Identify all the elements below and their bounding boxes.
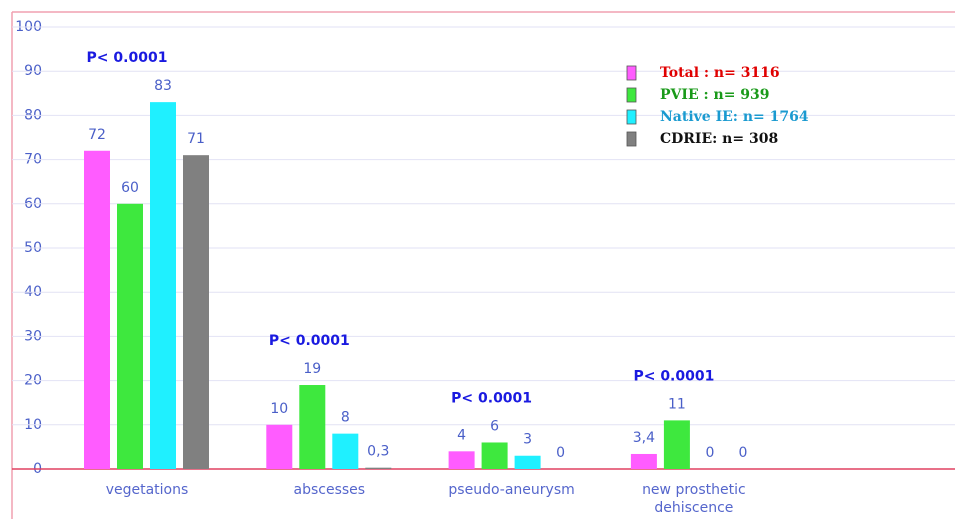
- value-label: 71: [187, 131, 205, 147]
- p-value-annotation: P< 0.0001: [451, 390, 532, 406]
- value-label: 0: [556, 445, 565, 461]
- bar: [332, 433, 359, 469]
- x-tick-label: abscesses: [293, 482, 366, 498]
- bar: [514, 455, 541, 469]
- value-label: 0,3: [367, 444, 389, 460]
- value-label: 8: [341, 410, 350, 426]
- legend-label: Native IE: n= 1764: [660, 109, 809, 125]
- value-label: 3,4: [633, 430, 655, 446]
- legend-label: Total : n= 3116: [660, 65, 780, 81]
- value-label: 0: [738, 445, 747, 461]
- value-label: 72: [88, 127, 106, 143]
- bar: [183, 155, 209, 469]
- legend-label: PVIE : n= 939: [660, 87, 770, 103]
- x-tick-label: vegetations: [105, 482, 189, 498]
- value-label: 10: [270, 401, 288, 417]
- x-tick-label: new prosthetic dehiscence: [642, 482, 746, 516]
- value-label: 60: [121, 180, 139, 196]
- legend-marker: [626, 65, 637, 81]
- value-label: 19: [303, 361, 321, 377]
- p-value-annotation: P< 0.0001: [87, 50, 168, 66]
- value-label: 6: [490, 418, 499, 434]
- x-tick-label: pseudo-aneurysm: [448, 482, 575, 498]
- value-label: 11: [668, 396, 686, 412]
- legend-marker: [626, 109, 637, 125]
- bar: [365, 467, 392, 469]
- bar: [266, 424, 293, 469]
- bar: [299, 385, 326, 469]
- p-value-annotation: P< 0.0001: [269, 333, 350, 349]
- bar: [663, 420, 690, 469]
- bar: [448, 451, 475, 469]
- bar: [481, 442, 508, 469]
- legend-marker: [626, 131, 637, 147]
- bar: [84, 150, 110, 469]
- bar: [117, 203, 143, 470]
- value-label: 0: [705, 445, 714, 461]
- legend-label: CDRIE: n= 308: [660, 131, 778, 147]
- value-label: 4: [457, 427, 466, 443]
- p-value-annotation: P< 0.0001: [633, 368, 714, 384]
- bar: [630, 453, 657, 469]
- value-label: 3: [523, 432, 532, 448]
- bar: [150, 102, 176, 469]
- legend-marker: [626, 87, 637, 103]
- value-label: 83: [154, 78, 172, 94]
